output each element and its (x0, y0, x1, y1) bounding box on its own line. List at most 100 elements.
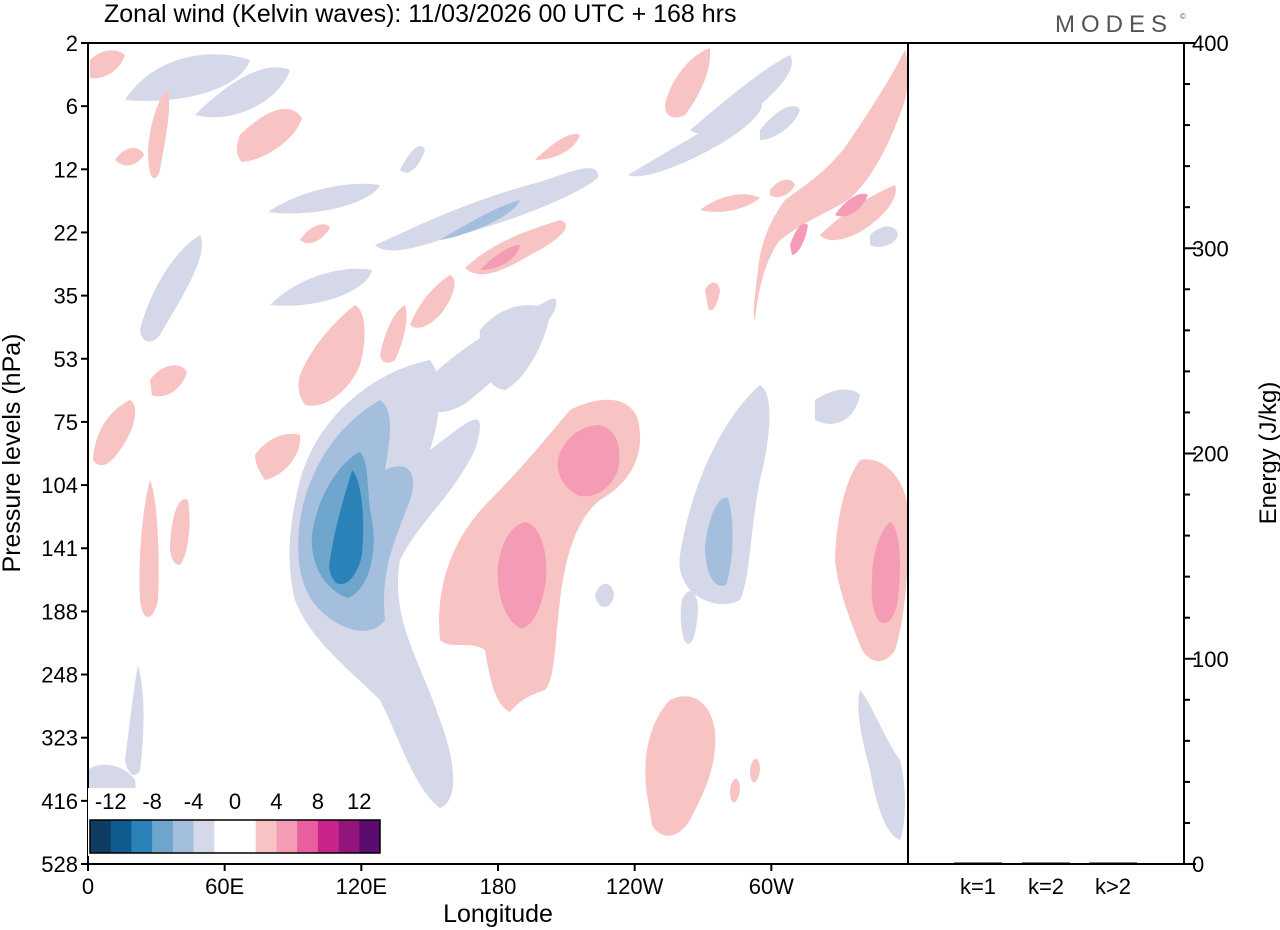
colorbar-frame (89, 819, 381, 854)
energy-bar (1022, 862, 1070, 864)
energy-frame (907, 42, 1185, 865)
brand-text: MODES (1055, 11, 1173, 38)
y-tick-label: 75 (54, 410, 78, 435)
x-tick-label: 180 (480, 874, 517, 899)
contour-negative-0 (125, 54, 250, 101)
contour-negative-3 (375, 168, 599, 251)
y-tick-label: 528 (41, 852, 78, 877)
contour-positive-53 (790, 223, 808, 255)
contour-negative-11 (479, 305, 550, 390)
y-tick-label: 188 (41, 599, 78, 624)
contour-positive-57 (770, 179, 795, 197)
y-tick-label: 248 (41, 663, 78, 688)
colorbar-swatch (317, 820, 339, 853)
contour-positive-44 (557, 425, 620, 497)
contour-positive-41 (170, 499, 190, 565)
colorbar-tick-label: -4 (184, 789, 204, 814)
contour-positive-25 (236, 108, 302, 162)
y-tick-label: 22 (54, 220, 78, 245)
y-tick-label: 2 (66, 31, 78, 56)
hovmoller-plot-area: 2 6 12 22 35 53 75 104 141 188 248 323 416 528 0 60E 12… (41, 31, 909, 899)
contour-negative-8 (140, 235, 202, 342)
colorbar-swatch (172, 820, 194, 853)
x-tick-label: 0 (82, 874, 94, 899)
x-tick-label: 120E (336, 874, 387, 899)
x-axis-label: Longitude (443, 900, 553, 928)
wavenumber-axis: k=1 k=2 k>2 (960, 874, 1131, 899)
contour-positive-54 (705, 282, 720, 311)
colorbar-tick-label: -8 (142, 789, 162, 814)
wind-anomaly-contours (88, 48, 909, 840)
contour-positive-40 (139, 480, 159, 617)
colorbar-swatch (90, 820, 112, 853)
colorbar-swatch (297, 820, 319, 853)
contour-negative-22 (595, 583, 614, 608)
colorbar-swatch (110, 820, 132, 853)
colorbar-swatch (193, 820, 215, 853)
contour-positive-45 (645, 696, 716, 836)
contour-positive-50 (753, 50, 909, 320)
contour-positive-51 (820, 185, 896, 241)
contour-positive-34 (410, 275, 455, 328)
longitude-axis: 0 60E 120E 180 120W 60W (82, 864, 794, 899)
contour-positive-43 (497, 522, 547, 629)
contour-negative-1 (195, 67, 290, 118)
x-tick-label: 60E (205, 874, 244, 899)
energy-axis: 0 100 200 300 400 (1184, 31, 1229, 877)
pressure-axis: 2 6 12 22 35 53 75 104 141 188 248 323 416 528 (41, 31, 88, 877)
y-tick-label: 53 (54, 347, 78, 372)
brand-mark: © (1180, 12, 1186, 21)
contour-positive-36 (298, 305, 365, 406)
colorbar-swatch (214, 820, 236, 853)
plot-background (88, 43, 908, 864)
contour-negative-4 (440, 200, 520, 240)
contour-positive-28 (665, 48, 711, 118)
wavenumber-label: k=2 (1028, 874, 1064, 899)
colorbar-swatch (359, 820, 381, 853)
y-tick-label: 141 (41, 536, 78, 561)
contour-negative-55 (870, 226, 898, 247)
y-axis-label: Pressure levels (hPa) (0, 334, 26, 573)
colorbar: -12 -8 -4 0 4 8 12 (88, 788, 382, 856)
contour-positive-35 (380, 305, 407, 363)
wavenumber-label: k>2 (1095, 874, 1131, 899)
colorbar-tick-label: 12 (347, 789, 371, 814)
contour-positive-29 (535, 134, 580, 160)
energy-tick-label: 400 (1192, 31, 1229, 56)
contour-positive-52 (835, 193, 868, 217)
contour-positive-49 (871, 522, 900, 624)
y-tick-label: 6 (66, 94, 78, 119)
colorbar-tick-label: 4 (270, 789, 282, 814)
y-tick-label: 104 (41, 473, 78, 498)
energy-bar (1089, 862, 1137, 864)
y-tick-label: 35 (54, 284, 78, 309)
contour-negative-23 (680, 591, 698, 644)
colorbar-tick-label: -12 (95, 789, 127, 814)
energy-panel: 0 100 200 300 400 k=1 k=2 k>2 (907, 31, 1229, 899)
colorbar-swatch (255, 820, 277, 853)
contour-positive-38 (93, 400, 136, 466)
x-tick-label: 60W (749, 874, 794, 899)
contour-negative-2 (268, 183, 380, 214)
energy-axis-label: Energy (J/kg) (1255, 382, 1280, 525)
brand-logo: MODES © (1055, 11, 1186, 38)
contour-negative-18 (815, 389, 860, 424)
wavenumber-label: k=1 (960, 874, 996, 899)
colorbar-tick-label: 8 (312, 789, 324, 814)
y-tick-label: 416 (41, 789, 78, 814)
contour-positive-31 (300, 224, 330, 244)
contour-positive-24 (90, 50, 125, 79)
contour-negative-6 (690, 55, 792, 134)
energy-tick-label: 200 (1192, 442, 1229, 467)
contour-positive-47 (750, 758, 760, 783)
contour-negative-56 (760, 106, 800, 140)
contour-negative-9 (400, 146, 425, 173)
colorbar-swatch (152, 820, 174, 853)
chart-title: Zonal wind (Kelvin waves): 11/03/2026 00… (104, 0, 737, 28)
colorbar-swatch (131, 820, 153, 853)
energy-bars (954, 862, 1137, 864)
contour-positive-46 (730, 778, 740, 803)
contour-negative-21 (125, 665, 144, 776)
x-tick-label: 120W (606, 874, 664, 899)
